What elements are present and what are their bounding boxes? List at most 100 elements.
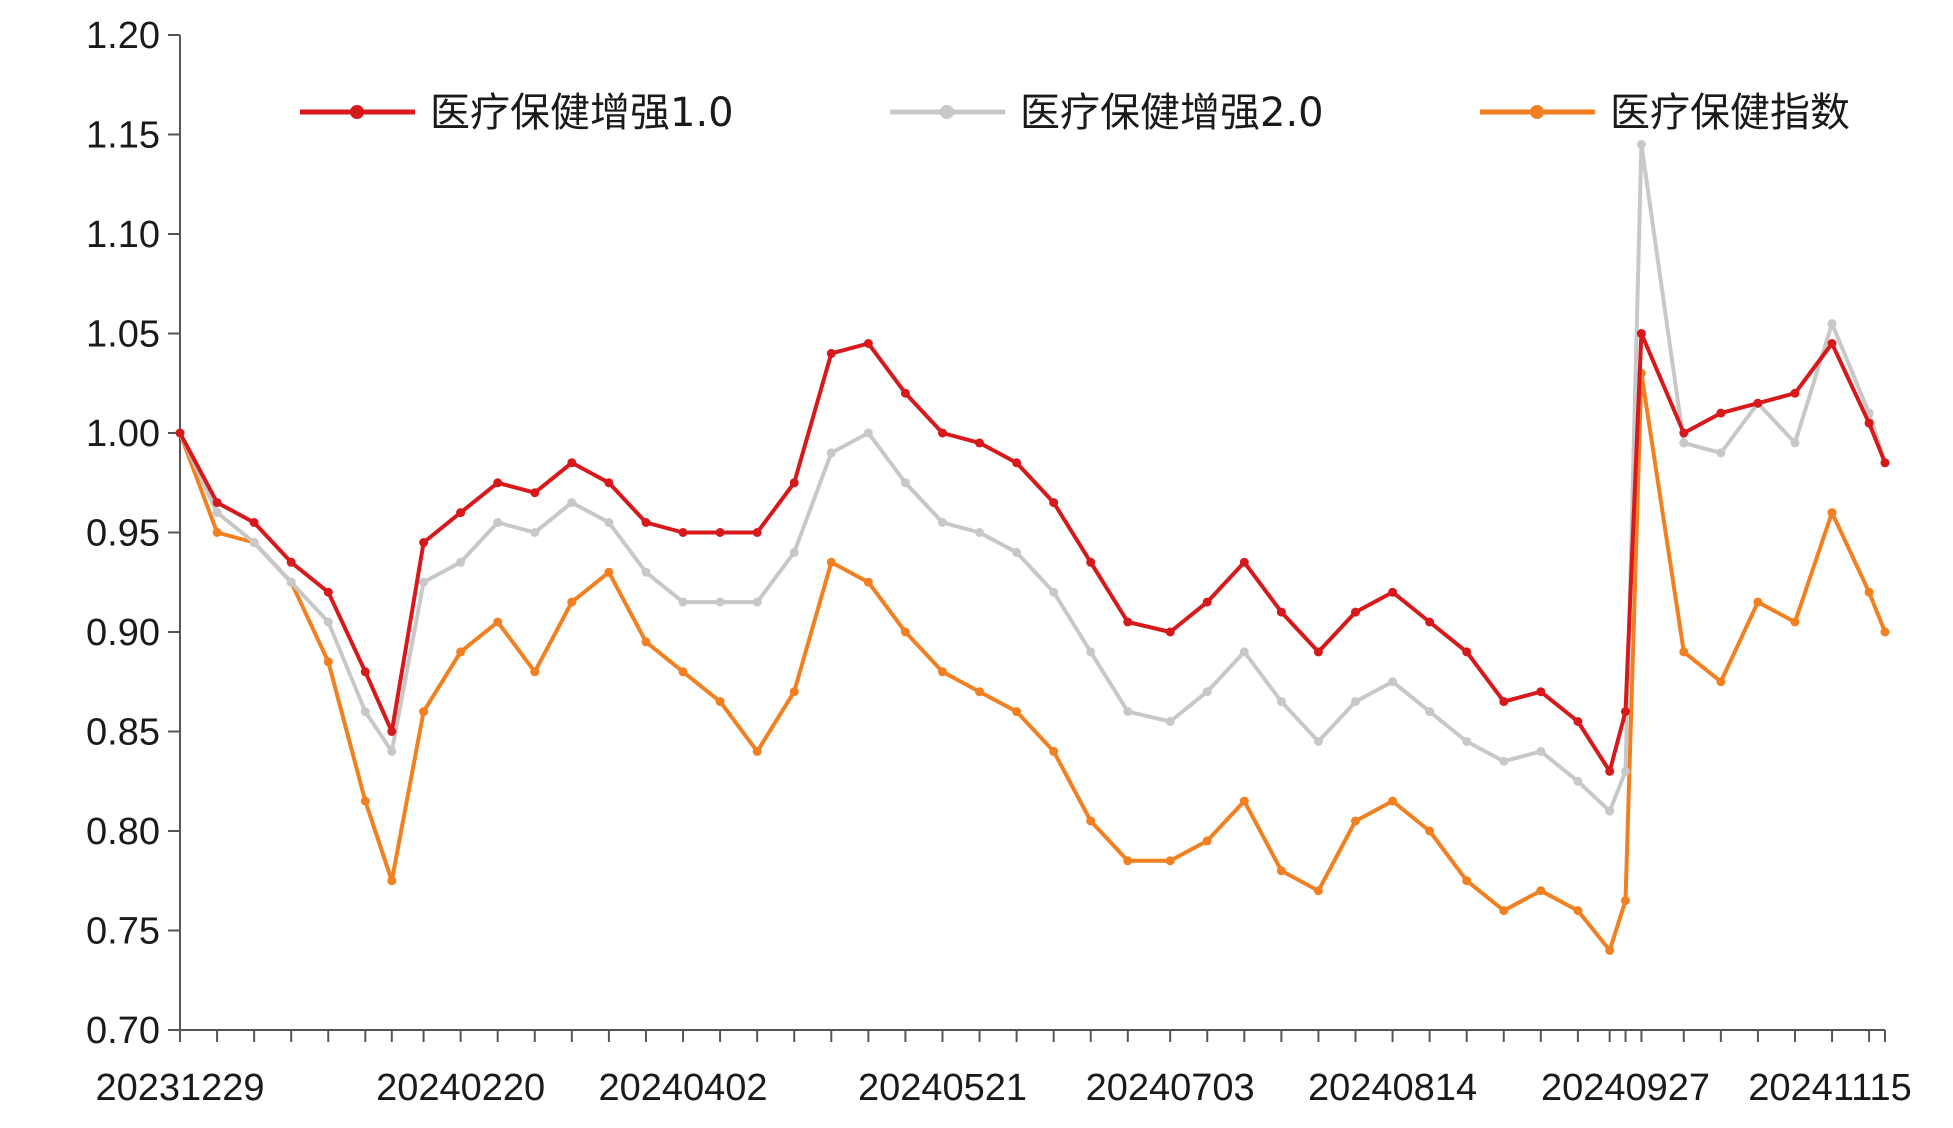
- x-ticks: 20231229 20240220 20240402 20240521 20240703…: [95, 1030, 1912, 1109]
- data-point: [1202, 836, 1212, 846]
- data-point: [641, 518, 651, 527]
- y-tick-label: 0.85: [86, 712, 160, 754]
- y-tick-label: 1.20: [86, 15, 160, 57]
- data-point: [249, 518, 259, 527]
- data-point: [1425, 826, 1435, 836]
- data-point: [678, 528, 688, 537]
- data-point: [1536, 746, 1546, 756]
- data-point: [1827, 319, 1837, 329]
- y-ticks: 1.20 1.15 1.10 1.05 1.00 0.95 0.90 0.85 0.80 0.75…: [86, 15, 180, 1052]
- data-point: [323, 617, 333, 627]
- data-point: [641, 637, 651, 647]
- data-point: [715, 597, 725, 607]
- data-point: [1499, 697, 1509, 707]
- y-tick-label: 0.90: [86, 612, 160, 654]
- data-point: [1012, 707, 1022, 717]
- data-point: [212, 508, 222, 518]
- data-point: [1049, 746, 1059, 756]
- data-point: [789, 687, 799, 697]
- data-point: [1462, 647, 1472, 657]
- legend-label: 医疗保健增强1.0: [430, 90, 734, 136]
- x-tick-label: 20240814: [1308, 1067, 1477, 1109]
- data-point: [1351, 816, 1360, 826]
- data-point: [1313, 647, 1323, 657]
- data-point: [1716, 448, 1726, 458]
- data-point: [1123, 707, 1133, 717]
- data-point: [1388, 677, 1398, 687]
- legend-label: 医疗保健指数: [1610, 90, 1850, 136]
- data-point: [567, 458, 577, 468]
- data-point: [789, 478, 799, 488]
- data-point: [1573, 717, 1583, 726]
- data-point: [567, 498, 577, 508]
- data-point: [1573, 906, 1583, 916]
- series-3: [175, 368, 1890, 955]
- data-point: [493, 518, 503, 527]
- data-point: [1636, 329, 1646, 338]
- data-point: [419, 538, 429, 547]
- data-point: [1123, 856, 1133, 866]
- data-point: [938, 518, 947, 527]
- y-tick-label: 1.05: [86, 314, 160, 356]
- data-point: [1012, 458, 1022, 468]
- data-point: [175, 428, 185, 438]
- data-point: [1462, 737, 1472, 746]
- data-point: [1239, 557, 1249, 567]
- x-tick-label: 20240703: [1086, 1067, 1255, 1109]
- data-point: [360, 667, 370, 677]
- data-point: [975, 687, 984, 697]
- data-point: [752, 746, 762, 756]
- data-point: [212, 528, 222, 537]
- data-point: [715, 528, 725, 537]
- data-point: [1536, 687, 1546, 697]
- data-point: [826, 348, 836, 358]
- data-point: [1790, 388, 1800, 398]
- data-point: [387, 746, 397, 756]
- data-point: [1313, 886, 1323, 896]
- data-point: [286, 577, 296, 587]
- data-point: [1276, 607, 1286, 617]
- data-point: [456, 557, 466, 567]
- y-tick-label: 0.80: [86, 811, 160, 853]
- data-point: [530, 488, 540, 498]
- data-point: [493, 478, 503, 488]
- data-point: [863, 339, 873, 348]
- data-point: [1536, 886, 1546, 896]
- data-point: [1202, 687, 1212, 697]
- data-point: [1086, 816, 1096, 826]
- data-point: [212, 498, 222, 508]
- data-point: [249, 538, 259, 547]
- data-point: [1605, 806, 1615, 816]
- y-tick-label: 1.15: [86, 115, 160, 157]
- x-tick-label: 20240927: [1541, 1067, 1710, 1109]
- data-point: [1621, 896, 1630, 906]
- data-point: [1165, 717, 1175, 726]
- data-point: [1499, 906, 1509, 916]
- legend-swatch-marker: [1530, 105, 1544, 119]
- data-point: [1086, 647, 1096, 657]
- data-point: [1165, 627, 1175, 637]
- data-point: [1605, 766, 1615, 776]
- data-point: [360, 796, 370, 806]
- data-point: [678, 597, 688, 607]
- data-point: [1012, 547, 1022, 557]
- data-point: [900, 478, 910, 488]
- data-point: [604, 518, 614, 527]
- data-point: [1202, 597, 1212, 607]
- data-point: [360, 707, 370, 717]
- data-point: [1679, 438, 1689, 448]
- data-point: [1049, 498, 1059, 508]
- data-point: [493, 617, 503, 627]
- x-tick-label: 20241115: [1748, 1067, 1911, 1109]
- data-point: [1388, 796, 1398, 806]
- data-point: [387, 876, 397, 886]
- data-point: [1573, 776, 1583, 786]
- data-point: [1864, 418, 1874, 428]
- data-point: [1425, 707, 1435, 717]
- data-point: [1679, 428, 1689, 438]
- data-point: [1753, 597, 1763, 607]
- series-1: [175, 329, 1890, 776]
- data-point: [1621, 766, 1630, 776]
- data-point: [1165, 856, 1175, 866]
- data-point: [419, 707, 429, 717]
